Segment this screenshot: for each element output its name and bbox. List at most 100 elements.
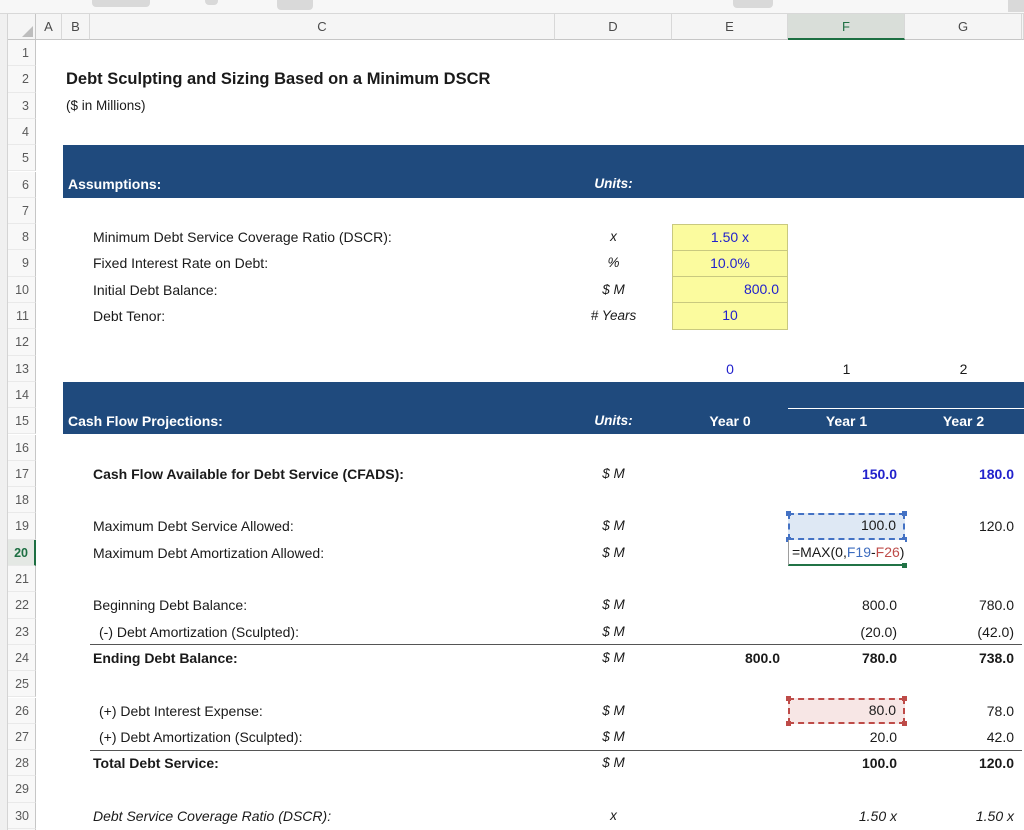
total-debt-service-unit[interactable]: $ M (602, 755, 625, 771)
row-header-13[interactable]: 13 (8, 355, 36, 382)
ending-balance-label[interactable]: Ending Debt Balance: (93, 649, 238, 666)
assumption-unit-balance[interactable]: $ M (602, 281, 625, 297)
input-cell-interest-rate[interactable]: 10.0% (673, 251, 787, 277)
row-header-14[interactable]: 14 (8, 381, 36, 409)
row-header-15[interactable]: 15 (8, 408, 36, 435)
amortization-sculpted-year1[interactable]: (20.0) (860, 623, 897, 640)
interest-expense-unit[interactable]: $ M (602, 702, 625, 718)
row-header-26[interactable]: 26 (8, 697, 36, 724)
dscr-year2[interactable]: 1.50 x (975, 807, 1014, 824)
column-header-c[interactable]: C (90, 14, 555, 40)
beginning-balance-year1[interactable]: 800.0 (861, 597, 897, 614)
row-header-22[interactable]: 22 (8, 592, 36, 619)
projections-banner[interactable]: Cash Flow Projections: Units: Year 0 Yea… (63, 381, 1024, 435)
select-all-button[interactable] (8, 14, 36, 40)
row-header-4[interactable]: 4 (8, 118, 36, 146)
dscr-year1[interactable]: 1.50 x (858, 807, 897, 824)
amortization-add-unit[interactable]: $ M (602, 728, 625, 744)
total-debt-service-year1[interactable]: 100.0 (861, 755, 897, 772)
selection-handle[interactable] (786, 720, 791, 726)
max-debt-service-year2[interactable]: 120.0 (978, 518, 1014, 535)
amortization-add-label[interactable]: (+) Debt Amortization (Sculpted): (99, 728, 303, 745)
cfads-unit[interactable]: $ M (602, 465, 625, 481)
dscr-unit[interactable]: x (610, 807, 617, 823)
row-header-30[interactable]: 30 (8, 802, 36, 829)
referenced-cell-f26[interactable]: 80.0 (786, 695, 907, 726)
ending-balance-year0[interactable]: 800.0 (744, 649, 780, 666)
selection-handle[interactable] (786, 695, 791, 701)
amortization-add-year2[interactable]: 42.0 (986, 728, 1014, 745)
row-header-6[interactable]: 6 (8, 171, 36, 198)
assumption-label-balance[interactable]: Initial Debt Balance: (93, 281, 218, 298)
selection-handle[interactable] (902, 536, 907, 542)
row-header-18[interactable]: 18 (8, 487, 36, 514)
row-header-29[interactable]: 29 (8, 776, 36, 803)
selection-handle[interactable] (786, 511, 791, 517)
formula-cell-f20[interactable]: =MAX(0,F19-F26) (788, 539, 907, 568)
row-header-10[interactable]: 10 (8, 276, 36, 303)
cfads-year1[interactable]: 150.0 (861, 465, 897, 482)
input-cell-min-dscr[interactable]: 1.50 x (673, 225, 787, 251)
amortization-sculpted-label[interactable]: (-) Debt Amortization (Sculpted): (99, 623, 299, 640)
cfads-year2[interactable]: 180.0 (978, 465, 1014, 482)
beginning-balance-year2[interactable]: 780.0 (978, 597, 1014, 614)
total-debt-service-year2[interactable]: 120.0 (978, 755, 1014, 772)
row-header-1[interactable]: 1 (8, 40, 36, 67)
row-header-21[interactable]: 21 (8, 566, 36, 593)
selection-handle[interactable] (902, 720, 907, 726)
row-header-19[interactable]: 19 (8, 513, 36, 540)
row-header-3[interactable]: 3 (8, 92, 36, 119)
row-header-12[interactable]: 12 (8, 329, 36, 356)
assumption-unit-tenor[interactable]: # Years (590, 308, 637, 323)
page-title[interactable]: Debt Sculpting and Sizing Based on a Min… (66, 70, 491, 89)
row-header-2[interactable]: 2 (8, 66, 36, 93)
selection-handle[interactable] (902, 695, 907, 701)
assumption-label-dscr[interactable]: Minimum Debt Service Coverage Ratio (DSC… (93, 229, 392, 246)
page-subtitle[interactable]: ($ in Millions) (66, 97, 146, 113)
interest-expense-label[interactable]: (+) Debt Interest Expense: (99, 702, 263, 719)
assumption-unit-dscr[interactable]: x (610, 229, 617, 245)
beginning-balance-unit[interactable]: $ M (602, 597, 625, 613)
selection-handle[interactable] (786, 536, 791, 542)
column-header-f-selected[interactable]: F (788, 14, 905, 40)
year-index-1[interactable]: 1 (842, 360, 851, 377)
interest-expense-year2[interactable]: 78.0 (986, 702, 1014, 719)
max-debt-service-label[interactable]: Maximum Debt Service Allowed: (93, 518, 294, 535)
referenced-cell-f19[interactable]: 100.0 (786, 511, 907, 542)
assumption-label-tenor[interactable]: Debt Tenor: (93, 308, 166, 324)
row-header-5[interactable]: 5 (8, 145, 36, 172)
total-debt-service-label[interactable]: Total Debt Service: (93, 755, 219, 772)
amortization-sculpted-year2[interactable]: (42.0) (977, 623, 1014, 640)
selection-handle[interactable] (902, 511, 907, 517)
input-cell-debt-tenor[interactable]: 10 (722, 307, 738, 323)
row-header-25[interactable]: 25 (8, 671, 36, 698)
input-cell-initial-debt[interactable]: 800.0 (673, 277, 787, 303)
row-header-17[interactable]: 17 (8, 460, 36, 488)
max-debt-service-unit[interactable]: $ M (602, 518, 625, 534)
row-header-11[interactable]: 11 (8, 303, 36, 330)
ending-balance-year1[interactable]: 780.0 (861, 649, 897, 666)
year-index-0[interactable]: 0 (726, 360, 734, 377)
row-header-20-selected[interactable]: 20 (8, 539, 36, 566)
amortization-add-year1[interactable]: 20.0 (869, 728, 897, 745)
ending-balance-unit[interactable]: $ M (602, 649, 625, 665)
row-header-16[interactable]: 16 (8, 434, 36, 461)
row-header-8[interactable]: 8 (8, 224, 36, 251)
row-header-27[interactable]: 27 (8, 723, 36, 751)
dscr-label[interactable]: Debt Service Coverage Ratio (DSCR): (93, 807, 332, 824)
row-header-9[interactable]: 9 (8, 250, 36, 277)
max-amortization-unit[interactable]: $ M (602, 544, 625, 560)
cfads-label[interactable]: Cash Flow Available for Debt Service (CF… (93, 465, 404, 482)
column-header-a[interactable]: A (36, 14, 62, 40)
assumptions-banner[interactable]: Assumptions: Units: (63, 145, 1024, 198)
ending-balance-year2[interactable]: 738.0 (978, 649, 1014, 666)
assumption-unit-interest[interactable]: % (607, 255, 620, 271)
column-header-d[interactable]: D (555, 14, 672, 40)
column-header-e[interactable]: E (672, 14, 788, 40)
assumption-label-interest[interactable]: Fixed Interest Rate on Debt: (93, 255, 269, 272)
column-header-b[interactable]: B (62, 14, 90, 40)
beginning-balance-label[interactable]: Beginning Debt Balance: (93, 597, 248, 614)
amortization-sculpted-unit[interactable]: $ M (602, 623, 625, 639)
row-header-24[interactable]: 24 (8, 644, 36, 672)
row-header-28[interactable]: 28 (8, 750, 36, 777)
